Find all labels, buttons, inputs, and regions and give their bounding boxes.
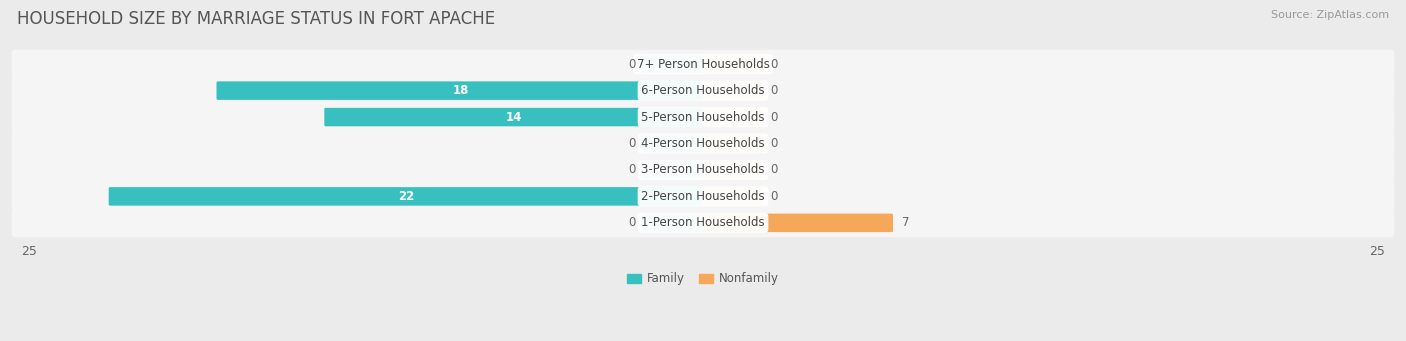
FancyBboxPatch shape: [11, 103, 1395, 132]
Text: 0: 0: [628, 216, 636, 229]
Text: 0: 0: [770, 190, 778, 203]
FancyBboxPatch shape: [325, 108, 704, 126]
Text: 0: 0: [770, 84, 778, 97]
FancyBboxPatch shape: [11, 155, 1395, 184]
FancyBboxPatch shape: [702, 55, 763, 73]
Text: 0: 0: [770, 163, 778, 176]
FancyBboxPatch shape: [11, 129, 1395, 158]
Text: 0: 0: [628, 163, 636, 176]
Text: 18: 18: [453, 84, 468, 97]
Text: 0: 0: [770, 110, 778, 123]
FancyBboxPatch shape: [702, 161, 763, 179]
Text: 0: 0: [770, 137, 778, 150]
Text: 7+ Person Households: 7+ Person Households: [637, 58, 769, 71]
Text: 0: 0: [628, 137, 636, 150]
Legend: Family, Nonfamily: Family, Nonfamily: [621, 268, 785, 290]
FancyBboxPatch shape: [11, 76, 1395, 105]
Text: 5-Person Households: 5-Person Households: [641, 110, 765, 123]
FancyBboxPatch shape: [702, 213, 893, 232]
FancyBboxPatch shape: [702, 81, 763, 100]
Text: 0: 0: [628, 58, 636, 71]
FancyBboxPatch shape: [217, 81, 704, 100]
Text: 2-Person Households: 2-Person Households: [641, 190, 765, 203]
FancyBboxPatch shape: [643, 55, 704, 73]
FancyBboxPatch shape: [702, 108, 763, 126]
FancyBboxPatch shape: [11, 208, 1395, 237]
FancyBboxPatch shape: [643, 161, 704, 179]
Text: HOUSEHOLD SIZE BY MARRIAGE STATUS IN FORT APACHE: HOUSEHOLD SIZE BY MARRIAGE STATUS IN FOR…: [17, 10, 495, 28]
Text: 14: 14: [506, 110, 523, 123]
Text: Source: ZipAtlas.com: Source: ZipAtlas.com: [1271, 10, 1389, 20]
FancyBboxPatch shape: [108, 187, 704, 206]
Text: 0: 0: [770, 58, 778, 71]
FancyBboxPatch shape: [643, 134, 704, 153]
FancyBboxPatch shape: [11, 50, 1395, 79]
Text: 6-Person Households: 6-Person Households: [641, 84, 765, 97]
Text: 4-Person Households: 4-Person Households: [641, 137, 765, 150]
FancyBboxPatch shape: [702, 187, 763, 206]
Text: 7: 7: [903, 216, 910, 229]
Text: 1-Person Households: 1-Person Households: [641, 216, 765, 229]
FancyBboxPatch shape: [702, 134, 763, 153]
Text: 22: 22: [398, 190, 415, 203]
Text: 3-Person Households: 3-Person Households: [641, 163, 765, 176]
FancyBboxPatch shape: [643, 213, 704, 232]
FancyBboxPatch shape: [11, 182, 1395, 211]
